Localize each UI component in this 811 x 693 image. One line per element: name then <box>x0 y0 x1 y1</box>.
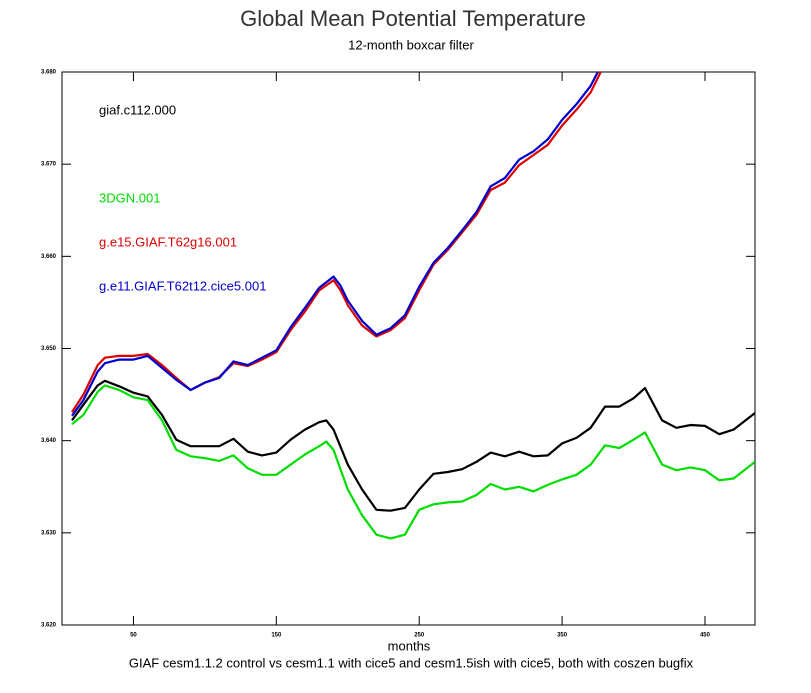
y-tick-label: 3.680 <box>41 70 57 76</box>
x-tick-label: 50 <box>130 633 137 639</box>
y-tick-label: 3.620 <box>41 623 57 629</box>
series-line <box>71 72 602 413</box>
footnote: GIAF cesm1.1.2 control vs cesm1.1 with c… <box>129 655 694 670</box>
x-axis-label: months <box>388 638 431 653</box>
plot-lines <box>71 72 755 540</box>
series-line <box>71 72 599 417</box>
y-tick-label: 3.630 <box>41 530 57 536</box>
x-tick-label: 450 <box>700 633 711 639</box>
legend-label: 3DGN.001 <box>99 190 160 205</box>
legend-label: giaf.c112.000 <box>99 102 176 117</box>
chart-title: Global Mean Potential Temperature <box>240 6 586 31</box>
x-tick-label: 150 <box>271 633 282 639</box>
y-tick-label: 3.670 <box>41 162 57 168</box>
x-tick-label: 350 <box>557 633 568 639</box>
legend-label: g.e15.GIAF.T62g16.001 <box>99 234 237 249</box>
y-tick-label: 3.640 <box>41 438 57 444</box>
legend-label: g.e11.GIAF.T62t12.cice5.001 <box>99 278 266 293</box>
x-tick-label: 250 <box>414 633 425 639</box>
series-line <box>71 384 755 540</box>
chart-subtitle: 12-month boxcar filter <box>348 37 474 52</box>
y-tick-label: 3.650 <box>41 346 57 352</box>
y-tick-label: 3.660 <box>41 254 57 260</box>
plot-frame <box>61 71 756 626</box>
series-line <box>71 379 755 512</box>
